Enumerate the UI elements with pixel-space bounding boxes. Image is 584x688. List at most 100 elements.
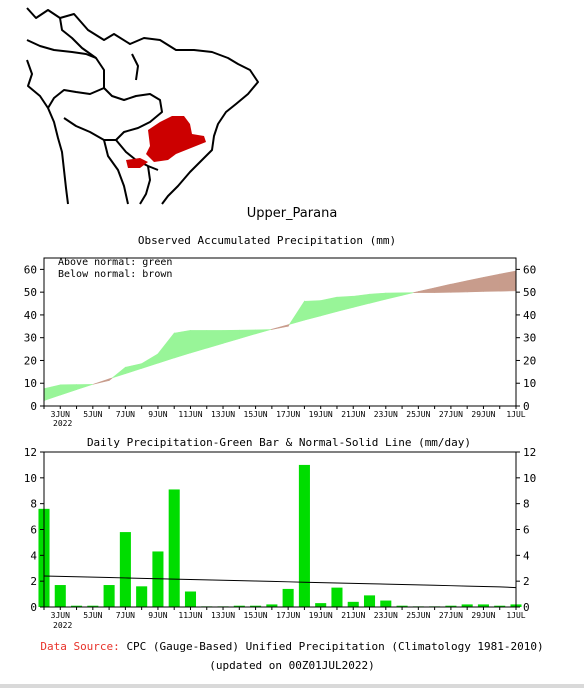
accum-fill-segment — [92, 378, 110, 385]
daily-bar — [461, 604, 473, 607]
chart2-xtick-label: 11JUN — [178, 611, 202, 620]
chart2-ytick-label-right: 4 — [523, 549, 530, 562]
accum-fill-segment — [222, 329, 240, 344]
chart2-xtick-label: 23JUN — [374, 611, 398, 620]
daily-bar — [282, 588, 294, 607]
accum-fill-segment — [157, 332, 175, 364]
chart1-ytick-label-right: 30 — [523, 332, 536, 345]
accum-fill-segment — [76, 384, 93, 391]
accum-fill-segment — [413, 291, 419, 293]
chart1-xtick-label: 1JUL — [506, 410, 525, 419]
chart1-ytick-label-left: 30 — [24, 332, 37, 345]
region-shape — [146, 116, 206, 162]
accum-fill-segment — [59, 384, 77, 396]
chart1-ytick-label-left: 60 — [24, 263, 37, 276]
chart2-xtick-label: 27JUN — [439, 611, 463, 620]
chart1-xtick-label: 13JUN — [211, 410, 235, 419]
chart2-year-label: 2022 — [53, 621, 72, 630]
daily-bar — [266, 604, 278, 607]
chart1-ytick-label-right: 10 — [523, 377, 536, 390]
chart2-ytick-label-right: 12 — [523, 446, 536, 459]
accum-fill-segment — [369, 292, 387, 304]
daily-bar — [331, 587, 343, 607]
accum-fill-segment — [112, 366, 126, 379]
chart1-xtick-label: 21JUN — [341, 410, 365, 419]
chart2-ytick-label-right: 2 — [523, 575, 530, 588]
chart1-frame — [43, 257, 517, 407]
chart1-ytick-label-right: 0 — [523, 400, 530, 413]
chart2-ytick-label-right: 8 — [523, 498, 530, 511]
daily-bar — [184, 591, 197, 607]
normal-line — [43, 575, 517, 589]
chart2-xtick-label: 29JUN — [471, 611, 495, 620]
highlighted-region — [126, 116, 206, 168]
accum-fill-segment — [271, 324, 289, 330]
accum-fill-segment — [320, 296, 338, 317]
chart1-annotation-brown: Below normal: brown — [58, 269, 172, 280]
updated-line: (updated on 00Z01JUL2022) — [209, 659, 375, 672]
daily-bar — [380, 600, 392, 607]
chart1-xtick-label: 25JUN — [406, 410, 430, 419]
chart1-plot: 0 0 10 10 20 20 30 30 40 40 50 50 60 60 3JUN 5JUN 7JUN 9J… — [24, 257, 536, 419]
continent-outline — [26, 7, 259, 205]
data-source-label: Data Source: — [40, 640, 120, 653]
chart1-title: Observed Accumulated Precipitation (mm) — [138, 234, 396, 247]
border-4 — [63, 117, 116, 141]
accum-fill-segment — [239, 329, 256, 340]
chart2-ytick-label-right: 6 — [523, 524, 530, 537]
chart2-ytick-label-left: 0 — [30, 601, 37, 614]
accum-fill-segment — [173, 330, 191, 359]
accum-fill-segment — [434, 283, 452, 293]
chart2-xtick-label: 25JUN — [406, 611, 430, 620]
chart1-xtick-label: 15JUN — [244, 410, 268, 419]
accum-fill-segment — [483, 273, 501, 292]
accum-fill-segment — [450, 280, 468, 293]
chart2-plot: 0 0 2 2 4 4 6 6 8 8 10 10 12 12 3JUN 5JUN 7JUN 9JUN 11JUN 1… — [24, 446, 537, 620]
chart2-xtick-label: 19JUN — [309, 611, 333, 620]
chart2-ytick-label-left: 4 — [30, 549, 37, 562]
chart1-ytick-label-left: 50 — [24, 286, 37, 299]
chart1-ytick-label-left: 10 — [24, 377, 37, 390]
chart1-xtick-label: 17JUN — [276, 410, 300, 419]
accum-fill-segment — [418, 287, 435, 293]
chart2-title: Daily Precipitation-Green Bar & Normal-S… — [87, 436, 471, 449]
chart2-xtick-label: 21JUN — [341, 611, 365, 620]
accum-fill-segment — [43, 384, 61, 401]
daily-precip-chart: Daily Precipitation-Green Bar & Normal-S… — [24, 436, 537, 630]
daily-bar — [233, 605, 245, 607]
accum-fill-segment — [108, 377, 113, 382]
chart2-xtick-label: 15JUN — [244, 611, 268, 620]
daily-bar — [250, 605, 262, 607]
chart2-xtick-label: 13JUN — [211, 611, 235, 620]
daily-bar — [363, 595, 376, 607]
chart2-ytick-label-right: 10 — [523, 472, 536, 485]
chart1-ytick-label-right: 20 — [523, 354, 536, 367]
chart1-xtick-label: 3JUN — [51, 410, 70, 419]
accum-fill-segment — [125, 363, 142, 375]
region-shape-small — [126, 158, 148, 168]
accum-fill-segment — [352, 293, 370, 308]
border-1 — [59, 17, 163, 141]
accum-fill-segment — [385, 292, 403, 300]
chart2-xtick-label: 3JUN — [51, 611, 70, 620]
daily-bar — [71, 605, 83, 607]
chart2-frame — [43, 451, 517, 608]
chart2-ytick-label-left: 2 — [30, 575, 37, 588]
accum-fill-segment — [206, 330, 224, 349]
westcoast-path — [26, 59, 69, 205]
daily-bar — [315, 603, 327, 607]
border-7 — [131, 53, 139, 81]
daily-bar — [396, 605, 408, 607]
north-border-path — [26, 39, 97, 59]
data-source-text: CPC (Gauge-Based) Unified Precipitation … — [126, 640, 544, 653]
chart1-xtick-label: 7JUN — [116, 410, 135, 419]
coastline-path — [26, 7, 259, 205]
daily-bar — [298, 464, 310, 607]
chart1-xtick-label: 23JUN — [374, 410, 398, 419]
accum-fill-segment — [288, 300, 305, 325]
chart2-xtick-label: 17JUN — [276, 611, 300, 620]
daily-bar — [136, 586, 148, 607]
chart1-xtick-label: 5JUN — [83, 410, 102, 419]
chart2-ytick-label-left: 10 — [24, 472, 37, 485]
border-2 — [47, 87, 105, 109]
